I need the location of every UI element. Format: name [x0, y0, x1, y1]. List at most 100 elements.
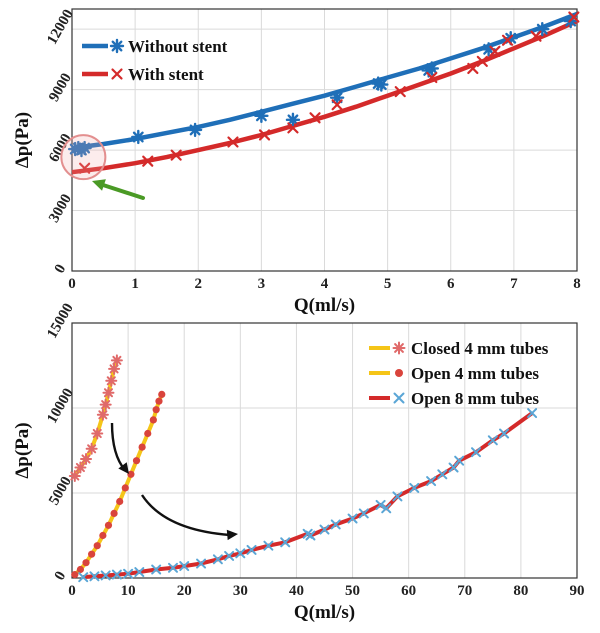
x-tick-label: 90 [570, 583, 585, 599]
marker-open-4mm [104, 521, 113, 529]
marker-open-8mm [527, 408, 538, 419]
legend-marker [395, 369, 403, 377]
marker-without-stent [77, 140, 92, 156]
marker-open-4mm [99, 531, 107, 540]
marker-open-4mm [127, 470, 135, 478]
marker-with-stent [501, 34, 514, 46]
x-tick-label: 80 [513, 583, 528, 599]
marker-open-8mm [263, 540, 274, 551]
green-arrow-shaft [98, 182, 145, 200]
plot-frame [71, 8, 578, 272]
marker-without-stent [424, 61, 440, 76]
marker-with-stent [287, 122, 299, 134]
marker-open-4mm [121, 484, 129, 492]
marker-open-8mm [224, 550, 235, 561]
marker-open-4mm [138, 443, 146, 451]
black-arrow-1-head [118, 462, 129, 474]
marker-open-4mm [149, 416, 157, 424]
marker-with-stent [426, 71, 438, 84]
marker-open-8mm [347, 513, 358, 524]
x-tick-label: 0 [68, 583, 76, 599]
marker-open-8mm [330, 519, 341, 530]
legend-marker [109, 38, 125, 54]
x-tick-label: 50 [345, 583, 360, 599]
x-tick-label: 20 [177, 583, 192, 599]
marker-open-4mm [155, 397, 163, 405]
marker-with-stent [568, 11, 580, 23]
marker-with-stent [227, 136, 239, 148]
x-axis-label: Q(ml/s) [294, 295, 355, 316]
chart-top: 0 1 2 3 4 5 6 7 8030006000900012000Q(ml/s)Δp(Pa)… [12, 7, 581, 316]
marker-open-8mm [499, 428, 510, 439]
marker-open-8mm [78, 572, 89, 583]
marker-without-stent [131, 129, 146, 145]
marker-open-4mm [144, 429, 152, 438]
marker-open-8mm [123, 568, 134, 579]
marker-open-8mm [168, 562, 178, 573]
marker-with-stent [258, 129, 271, 141]
marker-without-stent [535, 21, 550, 37]
marker-closed-4mm [74, 461, 87, 474]
x-tick-label: 1 [131, 276, 139, 292]
legend-label: Open 8 mm tubes [411, 389, 539, 408]
marker-without-stent [374, 77, 389, 92]
marker-with-stent [489, 45, 501, 57]
marker-without-stent [187, 122, 203, 138]
y-tick-label: 3000 [46, 192, 75, 226]
marker-without-stent [254, 108, 269, 124]
x-tick-label: 40 [289, 583, 304, 599]
marker-closed-4mm [108, 362, 121, 375]
marker-open-8mm [358, 508, 369, 519]
marker-with-stent [331, 99, 343, 111]
legend-label: Without stent [128, 37, 228, 56]
x-tick-label: 4 [321, 276, 329, 292]
x-tick-label: 7 [510, 276, 518, 292]
legend-marker [392, 341, 406, 355]
marker-open-8mm [426, 476, 437, 487]
x-tick-label: 8 [573, 276, 581, 292]
x-tick-label: 3 [258, 276, 266, 292]
chart-bottom: 0 10 20 30 40 50 60 70 80 90050001000015000Q(ml/s… [12, 301, 585, 623]
plot-frame [71, 322, 578, 579]
marker-open-8mm [246, 544, 257, 555]
green-arrow-head [92, 179, 106, 191]
marker-open-4mm [110, 509, 118, 517]
marker-with-stent [309, 112, 321, 124]
marker-open-8mm [280, 537, 291, 548]
marker-open-8mm [437, 469, 448, 480]
line-open-4mm [73, 393, 164, 577]
x-tick-label: 70 [457, 583, 472, 599]
x-tick-label: 2 [195, 276, 203, 292]
marker-closed-4mm [91, 427, 104, 440]
marker-open-8mm [196, 558, 207, 569]
x-tick-label: 5 [384, 276, 392, 292]
legend-marker [111, 68, 123, 80]
black-arrow-2-shaft [140, 494, 231, 537]
marker-closed-4mm [105, 374, 118, 387]
marker-open-4mm [158, 390, 166, 398]
black-arrow-1-shaft [110, 422, 126, 471]
marker-without-stent [285, 112, 301, 128]
marker-open-4mm [116, 497, 124, 506]
marker-open-8mm [454, 455, 465, 466]
x-axis-label: Q(ml/s) [294, 602, 355, 623]
marker-open-8mm [134, 567, 145, 578]
marker-open-8mm [235, 548, 246, 559]
x-tick-label: 6 [447, 276, 455, 292]
marker-open-4mm [76, 565, 85, 574]
marker-with-stent [394, 86, 406, 98]
y-axis-label: Δp(Pa) [12, 112, 33, 168]
y-tick-label: 9000 [46, 71, 75, 105]
marker-closed-4mm [85, 442, 98, 455]
marker-open-4mm [152, 406, 160, 414]
legend-label: With stent [128, 65, 204, 84]
marker-with-stent [142, 155, 154, 167]
legend: Without stent With stent [82, 37, 228, 84]
marker-with-stent [79, 162, 91, 174]
marker-open-8mm [392, 491, 403, 502]
marker-closed-4mm [99, 398, 112, 411]
marker-open-8mm [409, 482, 420, 493]
marker-with-stent [476, 55, 488, 68]
marker-open-8mm [471, 447, 481, 458]
marker-open-8mm [305, 530, 316, 541]
